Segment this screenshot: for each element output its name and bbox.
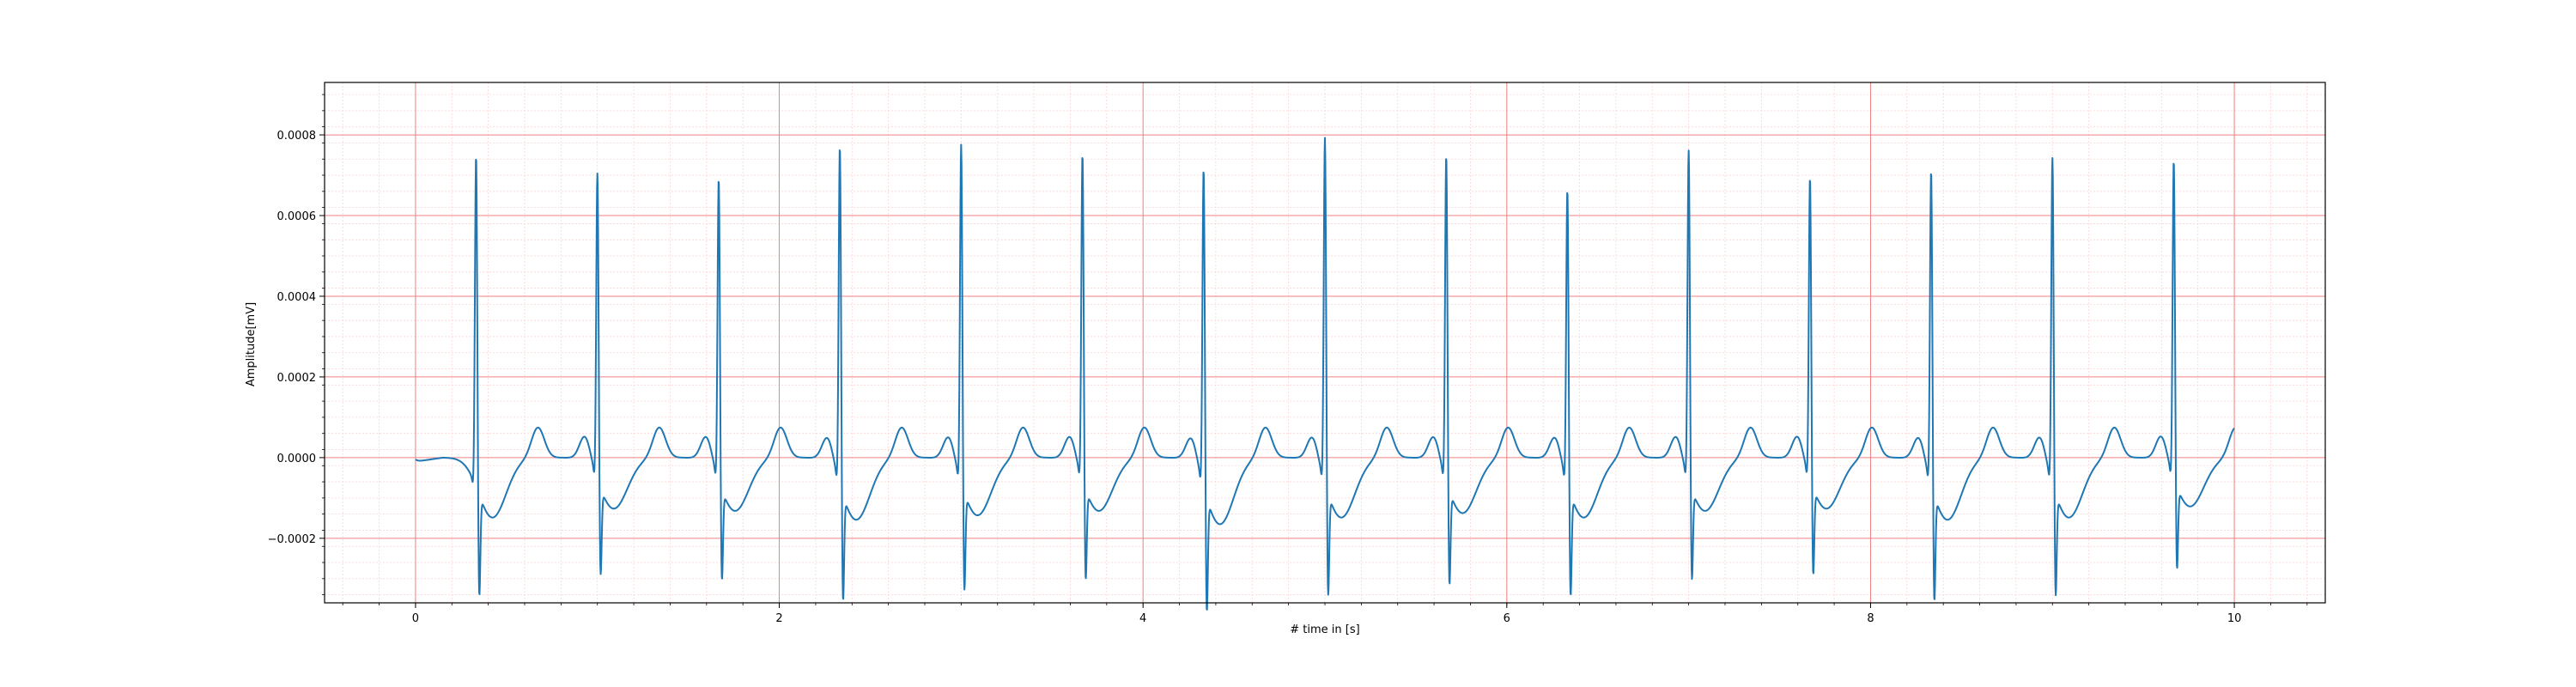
x-tick-label: 4	[1139, 612, 1146, 625]
x-tick-label: 6	[1504, 612, 1510, 625]
x-tick-label: 0	[412, 612, 419, 625]
x-axis-title: # time in [s]	[1290, 623, 1359, 636]
y-tick-label: 0.0006	[277, 210, 317, 223]
x-tick-label: 8	[1867, 612, 1874, 625]
y-tick-label: 0.0004	[277, 291, 317, 304]
y-tick-label: 0.0002	[277, 372, 317, 385]
x-tick-label: 10	[2227, 612, 2242, 625]
ecg-series	[415, 137, 2235, 611]
y-tick-label: 0.0000	[277, 453, 317, 465]
ecg-line	[415, 137, 2235, 611]
y-tick-label: 0.0008	[277, 130, 317, 143]
x-axis: 0 2 4 6 8 10	[342, 603, 2308, 625]
y-tick-label: −0.0002	[268, 533, 316, 546]
y-axis-title: Amplitude[mV]	[245, 302, 258, 386]
y-axis: −0.0002 0.0000 0.0002 0.0004 0.0006 0.0008	[268, 94, 325, 596]
x-tick-label: 2	[775, 612, 782, 625]
